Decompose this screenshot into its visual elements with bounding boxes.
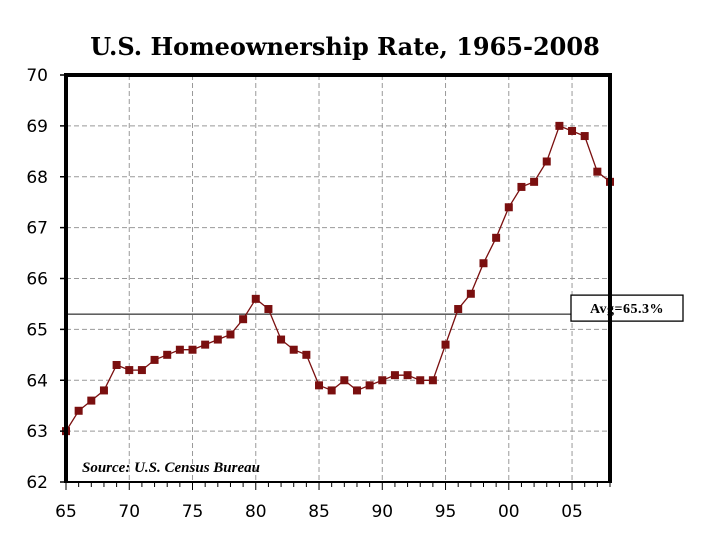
data-point-1978 <box>226 330 235 339</box>
data-point-1995 <box>441 340 450 349</box>
data-point-2001 <box>517 182 526 191</box>
x-tick-label: 65 <box>55 502 77 522</box>
x-tick-label: 00 <box>498 502 520 522</box>
data-point-1993 <box>416 376 425 385</box>
y-tick-label: 66 <box>26 270 48 290</box>
data-point-1975 <box>188 345 197 354</box>
source-annotation: Source: U.S. Census Bureau <box>82 460 260 476</box>
x-tick-label: 05 <box>561 502 583 522</box>
y-tick-label: 67 <box>26 219 48 239</box>
data-point-1984 <box>302 350 311 359</box>
data-point-2000 <box>504 203 513 212</box>
data-point-1989 <box>365 381 374 390</box>
data-point-1990 <box>378 376 387 385</box>
data-point-1970 <box>125 366 134 375</box>
series-homeownership-rate <box>62 121 614 436</box>
y-tick-label: 64 <box>26 371 48 391</box>
data-point-1988 <box>352 386 361 395</box>
y-axis-ticks: 62 63 64 65 66 67 68 69 70 <box>26 66 66 493</box>
y-tick-label: 62 <box>26 473 48 493</box>
x-tick-label: 85 <box>308 502 330 522</box>
data-point-1997 <box>466 289 475 298</box>
x-tick-label: 75 <box>182 502 204 522</box>
data-point-1974 <box>175 345 184 354</box>
data-point-1992 <box>403 371 412 380</box>
data-point-1986 <box>327 386 336 395</box>
data-point-2002 <box>530 177 539 186</box>
data-point-1969 <box>112 360 121 369</box>
data-point-1976 <box>201 340 210 349</box>
y-tick-label: 65 <box>26 320 48 340</box>
average-label-box <box>570 294 684 322</box>
chart-title: U.S. Homeownership Rate, 1965-2008 <box>90 32 600 61</box>
data-point-1985 <box>315 381 324 390</box>
data-point-1966 <box>74 406 83 415</box>
average-reference: Avg=65.3% <box>66 294 684 322</box>
x-tick-label: 70 <box>118 502 140 522</box>
data-point-1973 <box>163 350 172 359</box>
data-point-1999 <box>492 233 501 242</box>
data-point-1996 <box>454 305 463 314</box>
data-point-1980 <box>251 294 260 303</box>
data-point-1987 <box>340 376 349 385</box>
y-tick-label: 68 <box>26 168 48 188</box>
data-point-1981 <box>264 305 273 314</box>
y-tick-label: 70 <box>26 66 48 86</box>
data-point-1971 <box>137 366 146 375</box>
data-point-1972 <box>150 355 159 364</box>
data-point-2003 <box>542 157 551 166</box>
data-point-2007 <box>593 167 602 176</box>
data-point-1982 <box>277 335 286 344</box>
data-point-2005 <box>568 126 577 135</box>
data-point-1998 <box>479 259 488 268</box>
y-tick-label: 69 <box>26 117 48 137</box>
data-point-1968 <box>99 386 108 395</box>
data-point-1983 <box>289 345 298 354</box>
x-axis-ticks: 65 70 75 80 85 90 95 00 05 <box>55 482 611 522</box>
x-tick-label: 80 <box>245 502 267 522</box>
data-point-1967 <box>87 396 96 405</box>
data-point-1991 <box>390 371 399 380</box>
data-point-1979 <box>239 315 248 324</box>
data-point-2006 <box>580 132 589 141</box>
y-tick-label: 63 <box>26 422 48 442</box>
x-tick-label: 95 <box>435 502 457 522</box>
data-point-1977 <box>213 335 222 344</box>
data-point-1994 <box>428 376 437 385</box>
plot-frame <box>64 73 612 483</box>
x-tick-label: 90 <box>371 502 393 522</box>
average-label: Avg=65.3% <box>590 302 664 317</box>
data-point-2004 <box>555 121 564 130</box>
grid-lines <box>66 75 610 482</box>
